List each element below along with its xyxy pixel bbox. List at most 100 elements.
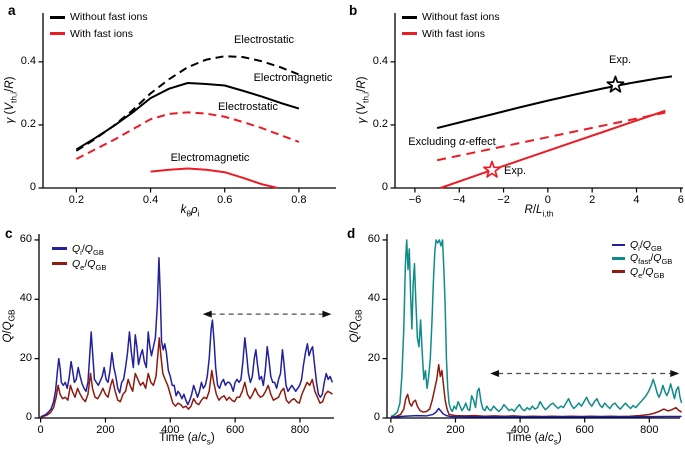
panel-c-plot <box>34 234 334 423</box>
legend-q-electron-swatch <box>612 270 625 274</box>
legend-q-electron-label: Qe/QGB <box>630 265 665 280</box>
x-tick-label: 800 <box>290 423 310 436</box>
y-tick-label: 0.4 <box>20 55 36 68</box>
series-q-electron <box>390 363 682 418</box>
y-tick-label: 0 <box>25 411 32 424</box>
legend-with-fast-ions-swatch <box>50 32 65 36</box>
x-tick-label: 4 <box>633 193 640 206</box>
y-tick-label: 20 <box>367 351 380 364</box>
panel-d-series <box>390 239 682 419</box>
label-exp-black: Exp. <box>608 54 632 67</box>
legend-item-b-1: With fast ions <box>402 26 485 43</box>
label-electrostatic-black: Electrostatic <box>234 34 294 47</box>
series-electromagnetic-without-fast-ions <box>75 82 300 151</box>
y-axis-label-a: γ (Vth,i/R) <box>3 76 19 124</box>
x-tick-label: 600 <box>575 423 594 436</box>
y-tick-label: 0 <box>381 181 388 194</box>
steady-phase-arrow-right-head <box>670 369 680 377</box>
y-tick-label: 0.2 <box>372 118 388 131</box>
panel-b-plot <box>390 13 683 193</box>
legend-with-fast-ions-label: With fast ions <box>70 27 134 40</box>
series-with-fast-ions-excluding-alpha-effect <box>436 111 666 162</box>
legend-q-electron-swatch <box>52 262 67 265</box>
y-tick-label: 40 <box>367 292 380 305</box>
legend-with-fast-ions-label: With fast ions <box>422 27 486 40</box>
y-axis-label-c: Q/QGB <box>1 309 17 343</box>
x-tick-label: 0 <box>37 423 44 436</box>
label-excluding-alpha-effect: Excluding α-effect <box>408 136 496 149</box>
legend-item-c-1: Qe/QGB <box>52 256 106 271</box>
x-axis-label-d: Time (a/cs) <box>506 431 562 447</box>
legend-item-a-1: With fast ions <box>50 26 133 43</box>
x-tick-label: 2 <box>589 193 596 206</box>
steady-phase-arrow-right-head <box>322 310 332 318</box>
legend-item-d-2: Qe/QGB <box>612 265 665 280</box>
x-tick-label: 400 <box>161 423 180 436</box>
legend-q-ion-label: Qi/QGB <box>630 239 662 254</box>
series-without-fast-ions <box>436 75 673 130</box>
legend-q-ion-label: Qi/QGB <box>72 242 104 257</box>
y-tick-label: 60 <box>367 233 380 246</box>
legend-without-fast-ions-swatch <box>50 15 65 19</box>
x-tick-label: 0 <box>387 423 394 436</box>
label-electrostatic-red: Electrostatic <box>218 101 278 114</box>
x-tick-label: 6 <box>677 193 684 206</box>
label-electromagnetic-red: Electromagnetic <box>170 152 250 165</box>
panel-letter-d: d <box>347 226 356 241</box>
label-exp-red: Exp. <box>503 165 527 178</box>
x-tick-label: −2 <box>497 193 510 206</box>
y-tick-label: 20 <box>19 351 32 364</box>
y-tick-label: 0.4 <box>372 55 388 68</box>
x-axis-label-c: Time (a/cs) <box>159 431 215 447</box>
label-electromagnetic-black: Electromagnetic <box>253 72 333 85</box>
x-tick-label: 800 <box>640 423 659 436</box>
y-tick-label: 0.2 <box>20 118 36 131</box>
x-tick-label: −4 <box>452 193 466 206</box>
panel-letter-c: c <box>5 226 13 241</box>
legend-q-fast-label: Qfast/QGB <box>630 252 673 267</box>
y-axis-label-d: Q/QGB <box>348 309 364 343</box>
steady-phase-arrow-left-head <box>490 369 500 377</box>
x-tick-label: 0.6 <box>217 193 233 206</box>
y-tick-label: 40 <box>19 292 32 305</box>
series-with-fast-ions <box>440 109 666 189</box>
y-tick-label: 0 <box>373 411 380 424</box>
series-q-ion <box>390 407 682 419</box>
x-tick-label: 0.4 <box>142 193 159 206</box>
legend-without-fast-ions-label: Without fast ions <box>70 11 148 24</box>
legend-item-d-1: Qfast/QGB <box>612 252 673 267</box>
x-axis-label-a: kθρi <box>180 203 200 219</box>
x-tick-label: 0.8 <box>291 193 307 206</box>
series-q-electron <box>40 337 333 418</box>
legend-item-d-0: Qi/QGB <box>612 239 662 254</box>
x-tick-label: 400 <box>510 423 530 436</box>
x-axis-label-b: R/Li,th <box>524 203 554 219</box>
series-electromagnetic-with-fast-ions <box>150 167 277 189</box>
steady-phase-arrow-left-head <box>202 310 212 318</box>
exp-star-with-fast-ions <box>483 160 501 178</box>
legend-without-fast-ions-label: Without fast ions <box>422 11 500 24</box>
x-tick-label: 200 <box>446 423 465 436</box>
panel-letter-b: b <box>349 3 358 18</box>
panel-a-plot <box>38 13 336 193</box>
legend-q-fast-swatch <box>612 257 625 260</box>
legend-with-fast-ions-swatch <box>402 32 417 36</box>
legend-q-ion-swatch <box>52 247 67 250</box>
x-tick-label: 200 <box>96 423 115 436</box>
legend-item-a-0: Without fast ions <box>50 9 148 26</box>
legend-item-b-0: Without fast ions <box>402 9 500 26</box>
exp-star-without-fast-ions <box>606 75 625 93</box>
x-tick-label: −6 <box>408 193 422 206</box>
series-q-fast <box>390 239 682 418</box>
panel-a-series <box>75 55 300 189</box>
x-tick-label: 0 <box>544 193 551 206</box>
y-tick-label: 60 <box>19 233 32 246</box>
panel-c-series <box>40 256 334 418</box>
panel-letter-a: a <box>8 3 16 18</box>
y-tick-label: 0 <box>29 181 36 194</box>
legend-item-c-0: Qi/QGB <box>52 241 104 256</box>
legend-q-electron-label: Qe/QGB <box>72 257 107 272</box>
